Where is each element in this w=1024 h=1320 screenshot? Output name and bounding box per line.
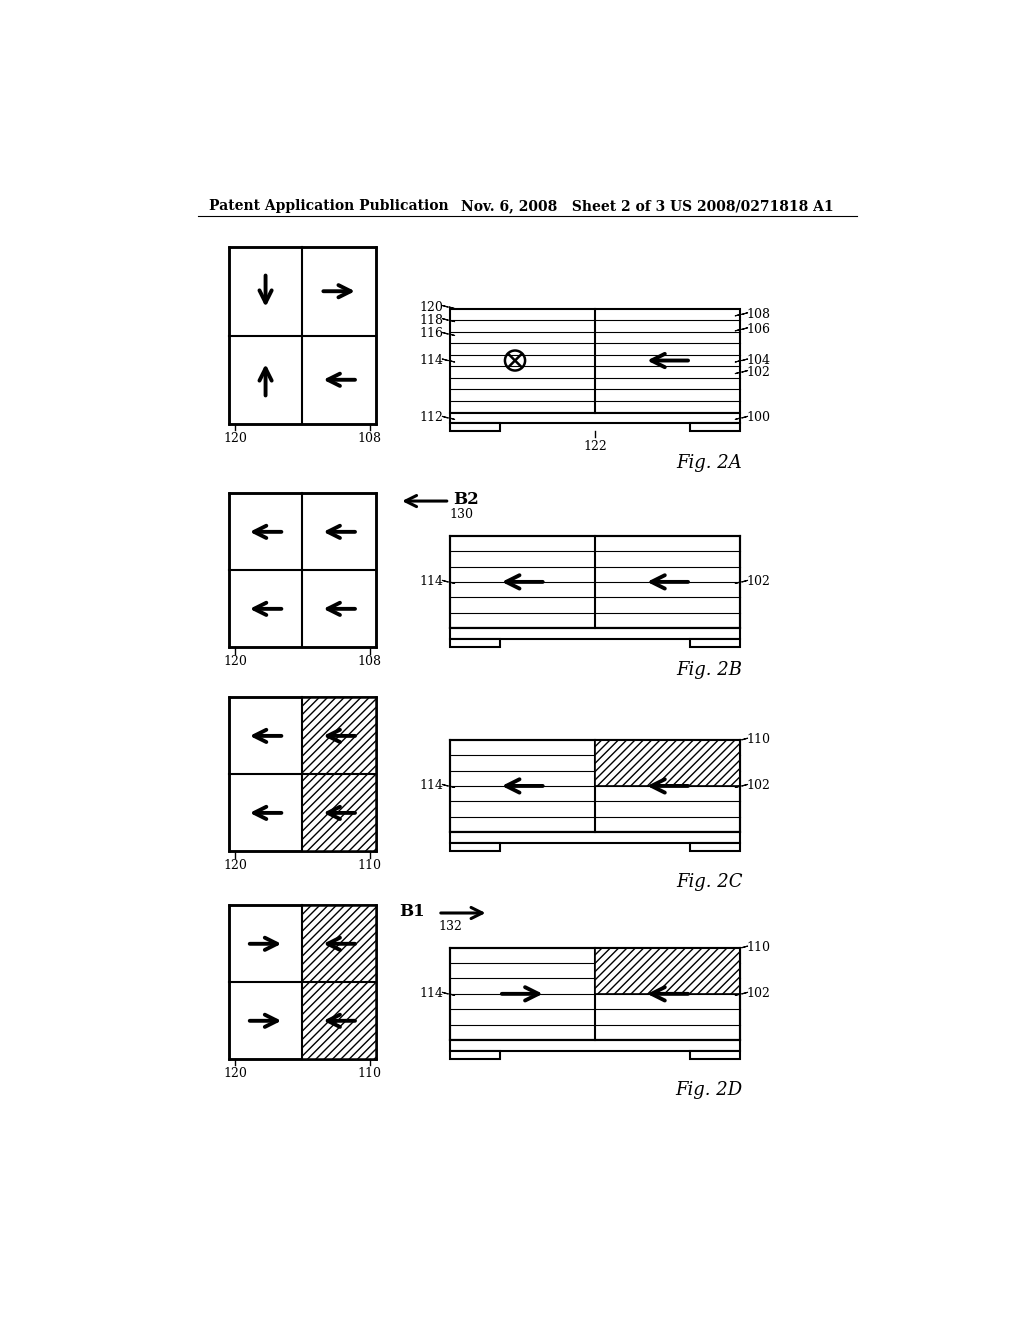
Text: 120: 120 [223,432,247,445]
Bar [595,739,740,785]
Text: 130: 130 [450,508,474,520]
Bar [595,948,740,994]
Text: 110: 110 [746,733,770,746]
Bar [690,843,740,850]
Text: Fig. 2A: Fig. 2A [677,454,742,471]
Text: 132: 132 [438,920,462,933]
Text: 108: 108 [746,308,770,321]
Text: US 2008/0271818 A1: US 2008/0271818 A1 [671,199,835,213]
Text: 102: 102 [746,987,770,1001]
Bar [302,697,376,851]
Bar [228,247,376,424]
Text: 114: 114 [420,576,443,589]
Text: 110: 110 [357,1067,382,1080]
Text: 120: 120 [420,301,443,314]
Bar [450,309,740,412]
Text: Patent Application Publication: Patent Application Publication [209,199,449,213]
Bar [450,536,740,628]
Text: 102: 102 [746,366,770,379]
Text: Fig. 2D: Fig. 2D [676,1081,742,1100]
Bar [228,697,376,851]
Text: B2: B2 [454,491,479,508]
Bar [228,494,376,647]
Text: 108: 108 [357,432,382,445]
Text: Fig. 2B: Fig. 2B [676,661,742,680]
Text: 116: 116 [420,327,443,341]
Bar [450,628,740,639]
Text: 108: 108 [357,655,382,668]
Text: 114: 114 [420,987,443,1001]
Bar [302,906,376,1059]
Bar [450,639,500,647]
Bar [450,1040,740,1051]
Text: 114: 114 [420,779,443,792]
Text: 106: 106 [746,323,770,335]
Text: 100: 100 [746,412,770,425]
Text: 110: 110 [357,859,382,873]
Bar [450,424,500,430]
Text: 122: 122 [583,441,607,453]
Bar [595,948,740,994]
Text: 120: 120 [223,1067,247,1080]
Text: 114: 114 [420,354,443,367]
Bar [595,739,740,785]
Bar [228,906,376,1059]
Bar [450,948,740,1040]
Text: B1: B1 [399,903,425,920]
Text: 102: 102 [746,779,770,792]
Text: Nov. 6, 2008   Sheet 2 of 3: Nov. 6, 2008 Sheet 2 of 3 [461,199,666,213]
Text: Fig. 2C: Fig. 2C [676,874,742,891]
Text: 118: 118 [420,314,443,326]
Text: 102: 102 [746,576,770,589]
Text: 110: 110 [746,941,770,954]
Text: 120: 120 [223,655,247,668]
Bar [450,832,740,843]
Text: 120: 120 [223,859,247,873]
Bar [690,424,740,430]
Bar [450,739,740,832]
Bar [450,413,740,424]
Bar [450,843,500,850]
Text: 104: 104 [746,354,770,367]
Bar [690,639,740,647]
Bar [450,1051,500,1059]
Text: 112: 112 [420,412,443,425]
Bar [690,1051,740,1059]
